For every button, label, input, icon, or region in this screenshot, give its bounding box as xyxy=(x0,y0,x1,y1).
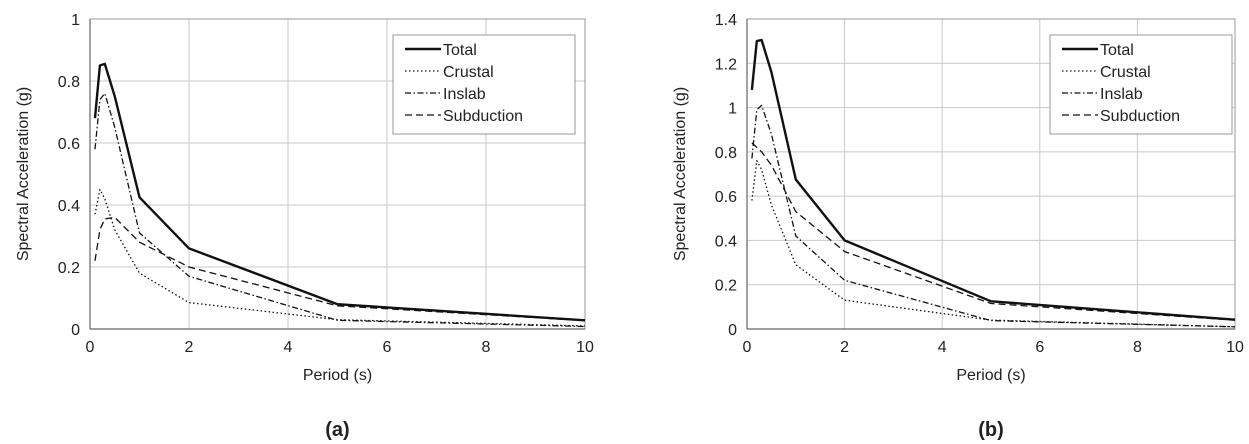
x-tick-label: 2 xyxy=(840,339,849,356)
legend-box xyxy=(1049,34,1233,135)
legend-label-crustal: Crustal xyxy=(1100,64,1151,81)
x-tick-label: 8 xyxy=(1133,339,1142,356)
series-line-total xyxy=(93,62,586,322)
legend-label-total: Total xyxy=(443,42,477,59)
series-line-inslab xyxy=(94,92,586,328)
y-axis-label: Spectral Acceleration (g) xyxy=(15,87,32,261)
x-tick-label: 4 xyxy=(938,339,947,356)
legend-label-inslab: Inslab xyxy=(443,86,486,103)
legend-label-subduction: Subduction xyxy=(1100,108,1180,125)
x-tick-label: 6 xyxy=(383,339,392,356)
legend-label-subduction: Subduction xyxy=(443,108,523,125)
x-tick-label: 10 xyxy=(576,339,594,356)
chart-panel-a: 0 2 4 6 8 10 0 0.2 0.4 0.6 0.8 1 Period (s) Spectral … xyxy=(0,0,624,444)
series-line-total xyxy=(750,38,1236,321)
legend: Total Crustal Inslab Subduction xyxy=(1049,34,1233,135)
x-axis-label: Period (s) xyxy=(956,367,1025,384)
y-tick-label: 0.4 xyxy=(58,198,80,215)
panel-label: (a) xyxy=(325,419,349,441)
y-tick-label: 0.6 xyxy=(58,136,80,153)
y-tick-label: 0.4 xyxy=(715,233,737,250)
x-axis-label: Period (s) xyxy=(303,367,372,384)
x-tick-label: 2 xyxy=(185,339,194,356)
legend-label-inslab: Inslab xyxy=(1100,86,1143,103)
y-tick-label: 0.2 xyxy=(715,278,737,295)
y-tick-label: 0.2 xyxy=(58,260,80,277)
panel-label: (b) xyxy=(978,419,1004,441)
x-tick-label: 10 xyxy=(1226,339,1244,356)
chart-b-svg: 0 2 4 6 8 10 0 0.2 0.4 0.6 0.8 1 1.2 1.4 Period (s) Spe… xyxy=(672,12,1244,441)
x-tick-label: 0 xyxy=(86,339,95,356)
y-tick-label: 1.2 xyxy=(715,56,737,73)
legend: Total Crustal Inslab Subduction xyxy=(392,34,576,135)
x-tick-label: 8 xyxy=(482,339,491,356)
series-line-inslab xyxy=(751,104,1236,328)
y-tick-label: 0 xyxy=(728,322,737,339)
y-tick-label: 0.8 xyxy=(715,145,737,162)
x-tick-label: 6 xyxy=(1035,339,1044,356)
chart-panel-b: 0 2 4 6 8 10 0 0.2 0.4 0.6 0.8 1 1.2 1.4 Period (s) Spe… xyxy=(625,0,1249,444)
x-tick-label: 4 xyxy=(284,339,293,356)
chart-a-svg: 0 2 4 6 8 10 0 0.2 0.4 0.6 0.8 1 Period (s) Spectral … xyxy=(15,12,594,441)
y-tick-label: 1 xyxy=(728,101,737,118)
y-tick-label: 1 xyxy=(71,12,80,29)
x-tick-label: 0 xyxy=(743,339,752,356)
series-line-crustal xyxy=(94,188,586,327)
legend-box xyxy=(392,34,576,135)
y-tick-label: 0.8 xyxy=(58,74,80,91)
series-line-subduction xyxy=(751,142,1236,321)
y-tick-label: 0.6 xyxy=(715,189,737,206)
y-tick-label: 0 xyxy=(71,322,80,339)
series-line-subduction xyxy=(94,216,586,322)
legend-label-total: Total xyxy=(1100,42,1134,59)
y-tick-label: 1.4 xyxy=(715,12,737,29)
legend-label-crustal: Crustal xyxy=(443,64,494,81)
y-axis-label: Spectral Acceleration (g) xyxy=(672,87,689,261)
